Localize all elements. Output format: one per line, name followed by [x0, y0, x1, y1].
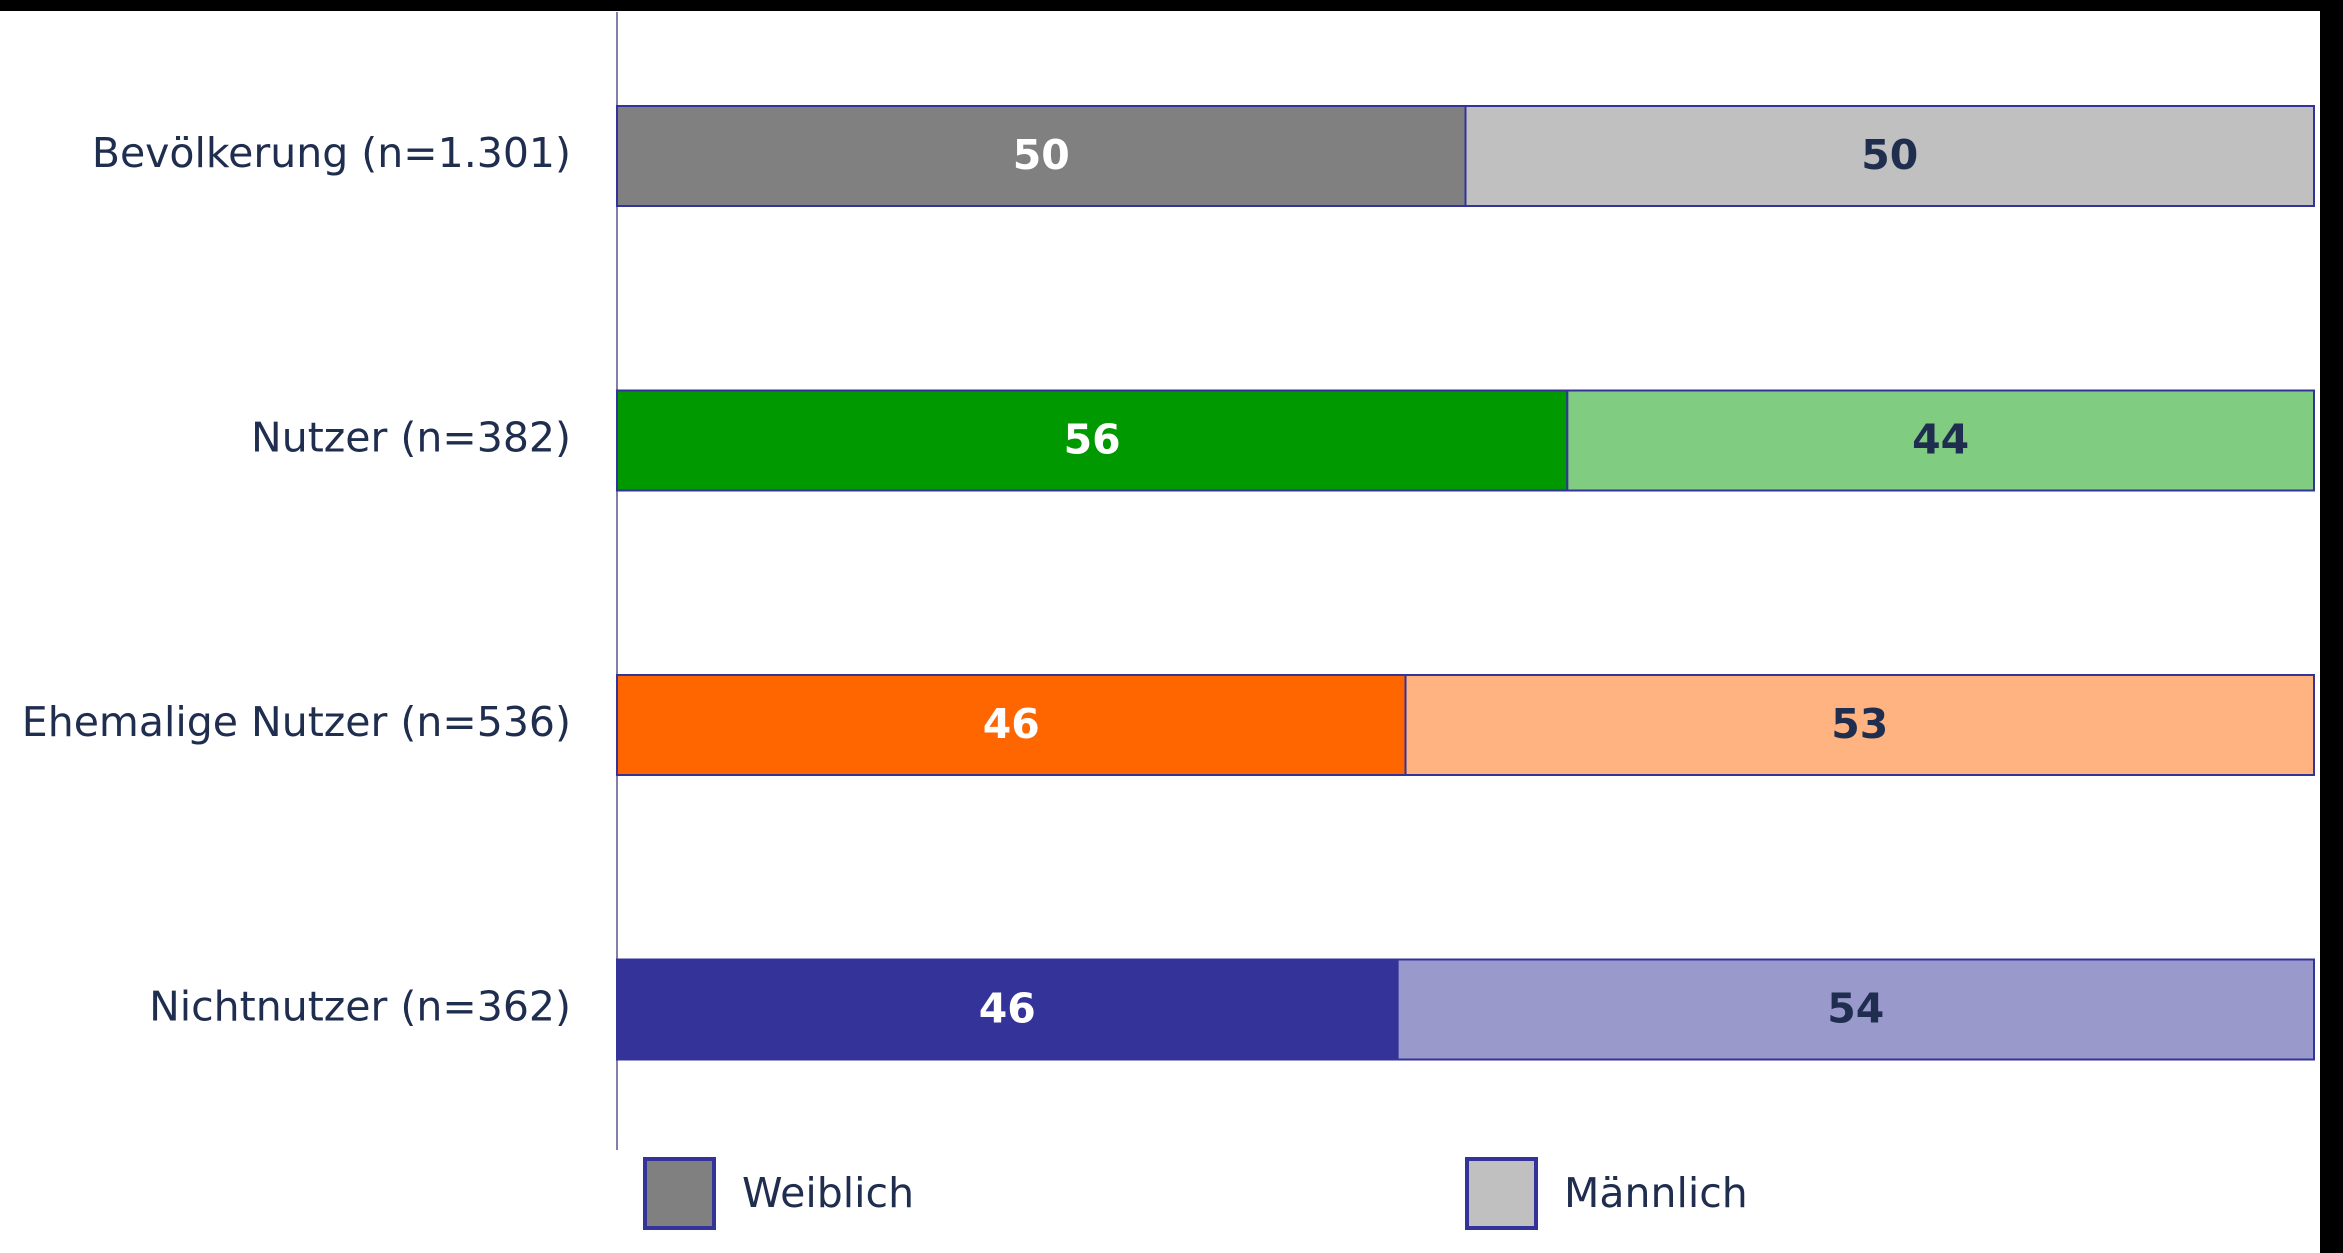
bar-segment	[1566, 389, 2315, 492]
legend-label: Männlich	[1564, 1169, 1748, 1217]
bar-segment	[616, 105, 1467, 207]
value-label: 50	[1861, 131, 1918, 179]
legend-swatch	[1465, 1157, 1538, 1230]
value-label: 50	[1013, 131, 1070, 179]
value-label: 46	[983, 700, 1040, 748]
value-label: 54	[1827, 985, 1884, 1033]
bar-segment	[1464, 105, 2315, 207]
value-label: 56	[1064, 416, 1121, 464]
frame-top	[0, 0, 2343, 11]
category-label: Nutzer (n=382)	[251, 414, 571, 462]
bar-segment	[616, 389, 1569, 492]
category-label: Nichtnutzer (n=362)	[149, 983, 571, 1031]
value-label: 46	[979, 985, 1036, 1033]
category-label: Ehemalige Nutzer (n=536)	[22, 698, 571, 746]
value-label: 44	[1912, 416, 1969, 464]
bar-segment	[1396, 958, 2315, 1061]
frame-right	[2320, 0, 2343, 1253]
legend-swatch	[643, 1157, 716, 1230]
category-label: Bevölkerung (n=1.301)	[92, 129, 571, 177]
legend-label: Weiblich	[742, 1169, 914, 1217]
bar-segment	[1404, 674, 2315, 776]
value-label: 53	[1831, 700, 1888, 748]
